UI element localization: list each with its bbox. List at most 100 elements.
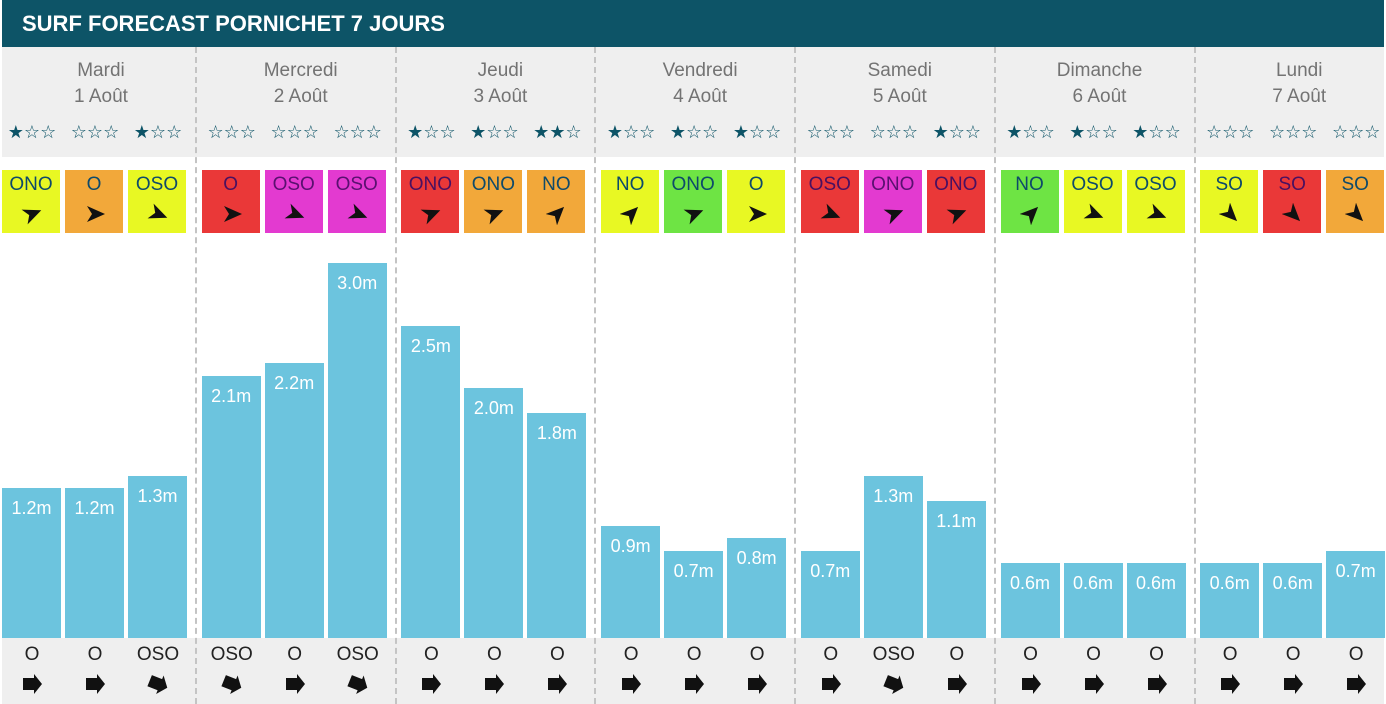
swell-arrow-shape (622, 674, 642, 694)
empty-star-icon: ☆ (1348, 122, 1365, 143)
star-rating: ☆☆☆ (864, 123, 924, 143)
swell-arrow-icon (285, 674, 305, 694)
wave-height-bar: 0.9m (601, 525, 661, 638)
day-header-mercredi: Mercredi 2 Août ☆☆☆ ☆☆☆ ☆☆☆ (202, 47, 400, 157)
wind-arrow-shape (420, 209, 441, 225)
wind-direction: NO (1015, 174, 1044, 195)
wind-direction: O (86, 174, 102, 195)
empty-star-icon: ☆ (40, 122, 57, 143)
empty-star-icon: ☆ (302, 122, 319, 143)
star-rating: ★☆☆ (1127, 123, 1187, 143)
wind-arrow-shape (1146, 203, 1166, 219)
wind-arrow-shape (1019, 206, 1038, 226)
wave-height-bar: 0.6m (1000, 563, 1060, 638)
day-date: 7 Août (1272, 86, 1327, 107)
star-rating: ★☆☆ (1064, 123, 1124, 143)
wave-height-bar: 0.6m (1200, 563, 1260, 638)
filled-star-icon: ★ (1006, 122, 1023, 143)
day-header-mardi: Mardi 1 Août ★☆☆ ☆☆☆ ★☆☆ (2, 47, 200, 157)
swell-direction: O (87, 644, 103, 665)
wind-arrow-shape (21, 209, 42, 225)
swell-arrow-icon (622, 674, 642, 694)
wind-tile: ONO (401, 170, 460, 233)
swell-direction: O (1149, 644, 1164, 665)
wave-height-label: 0.6m (1072, 573, 1114, 593)
swell-arrow-icon (947, 674, 967, 694)
wind-tile: ONO (464, 170, 523, 233)
wind-tile: OSO (1126, 170, 1185, 233)
wind-tile: O (727, 170, 786, 233)
empty-star-icon: ☆ (1038, 122, 1055, 143)
swell-arrow-icon (883, 675, 904, 695)
wind-direction: ONO (9, 174, 53, 195)
empty-star-icon: ☆ (901, 122, 918, 143)
filled-star-icon: ★ (7, 122, 24, 143)
wind-arrow (1344, 202, 1367, 225)
swell-arrow-icon (485, 674, 505, 694)
empty-star-icon: ☆ (333, 122, 350, 143)
wind-arrow (746, 203, 768, 225)
swell-arrow-shape (821, 674, 841, 694)
wave-height-bar: 1.1m (926, 500, 986, 638)
star-rating: ☆☆☆ (65, 123, 125, 143)
swell-direction: O (949, 644, 965, 665)
swell-arrow-icon (147, 675, 168, 695)
wind-arrow-icon (1218, 202, 1238, 222)
wind-arrow-shape (820, 203, 841, 219)
empty-star-icon: ☆ (702, 122, 719, 143)
wind-tile: OSO (800, 170, 859, 233)
star-rating: ★☆☆ (401, 123, 461, 143)
wind-direction: ONO (471, 174, 516, 195)
wind-arrow (483, 203, 505, 225)
swell-direction: O (487, 644, 502, 665)
wind-arrow-icon (1083, 203, 1103, 219)
wind-arrow-icon (546, 206, 565, 226)
empty-star-icon: ☆ (149, 122, 167, 143)
wave-height-label: 1.8m (536, 423, 577, 443)
wave-height-bar: 1.3m (863, 475, 923, 638)
wind-direction: ONO (871, 174, 915, 195)
wind-arrow-icon (147, 203, 168, 219)
page-title: SURF FORECAST PORNICHET 7 JOURS (2, 0, 1384, 47)
empty-star-icon: ☆ (964, 122, 981, 143)
day-name: Samedi (867, 60, 932, 81)
swell-arrow-shape (1347, 674, 1367, 694)
wind-arrow (1083, 203, 1105, 225)
wind-direction: SO (1278, 174, 1306, 195)
swell-direction: O (749, 644, 765, 665)
swell-direction: O (1222, 644, 1238, 665)
swell-arrow-icon (221, 675, 241, 695)
wind-tile: SO (1263, 170, 1322, 233)
empty-star-icon: ☆ (1268, 122, 1286, 143)
filled-star-icon: ★ (932, 122, 949, 143)
wind-arrow (420, 203, 442, 225)
empty-star-icon: ☆ (686, 122, 703, 143)
wind-arrow (820, 203, 842, 225)
wave-height-bar: 0.7m (800, 550, 860, 638)
swell-arrow-icon (23, 674, 42, 694)
wave-height-bar: 2.0m (464, 388, 524, 638)
swell-arrow-shape (685, 674, 705, 694)
wind-arrow-icon (420, 209, 441, 225)
day-name: Dimanche (1056, 60, 1143, 81)
wind-direction: OSO (272, 174, 315, 195)
wave-height-label: 0.6m (1135, 573, 1177, 593)
swell-arrow-icon (821, 674, 841, 694)
day-header-band (2, 47, 1384, 157)
swell-arrow-icon (347, 675, 367, 695)
swell-direction: OSO (336, 644, 379, 665)
wind-arrow-shape (546, 206, 565, 226)
star-rating: ☆☆☆ (265, 123, 325, 143)
swell-arrow (21, 673, 43, 695)
wind-arrow (1146, 203, 1168, 225)
wave-height-bar: 2.2m (264, 363, 324, 638)
swell-arrow-icon (1147, 674, 1167, 694)
wind-arrow-icon (1344, 202, 1364, 222)
star-rating: ☆☆☆ (1326, 123, 1386, 143)
swell-arrow (284, 673, 306, 695)
wind-direction: ONO (671, 174, 715, 195)
filled-star-icon: ★ (669, 122, 687, 143)
empty-star-icon: ☆ (1101, 122, 1118, 143)
wave-height-label: 3.0m (337, 273, 378, 293)
wind-arrow-shape (883, 209, 904, 225)
